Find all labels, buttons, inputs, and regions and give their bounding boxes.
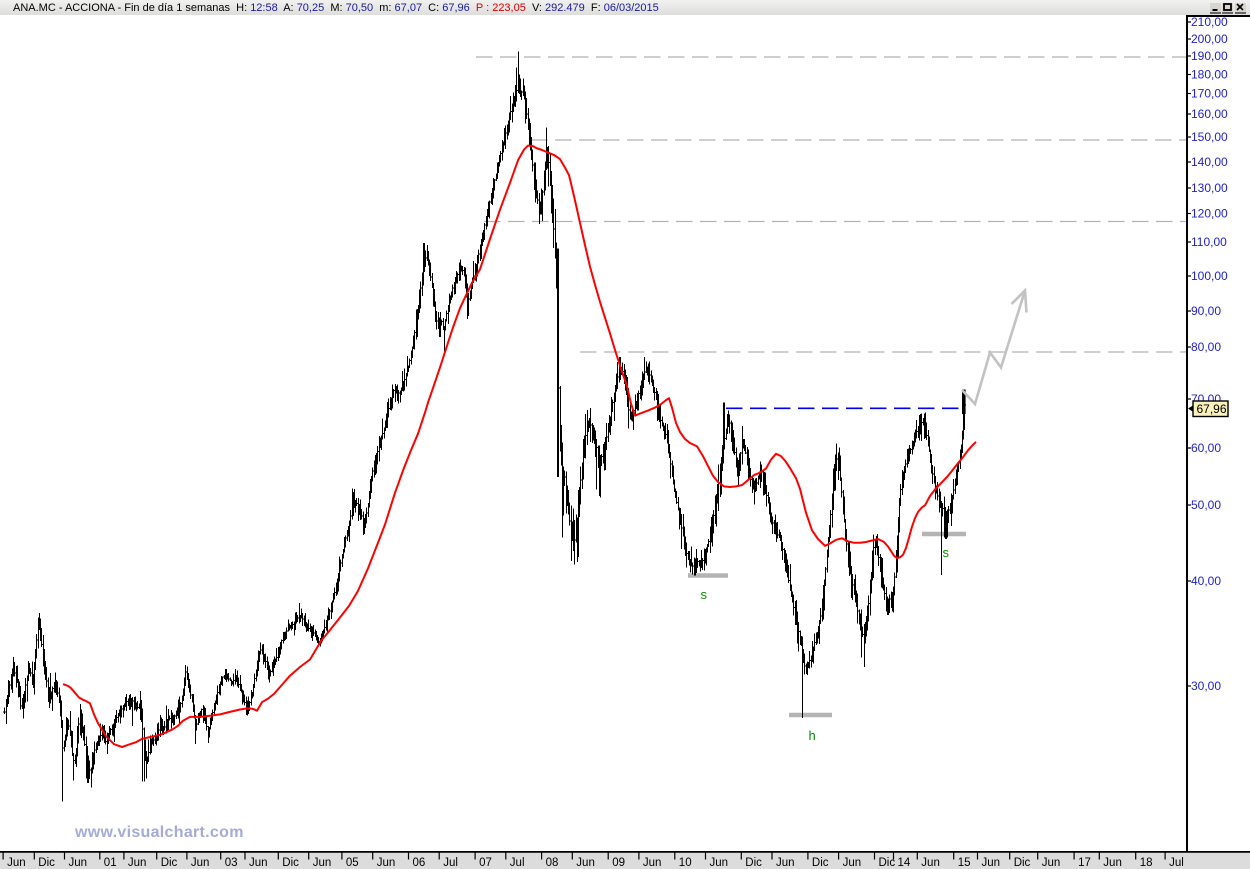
- svg-text:80,00: 80,00: [1191, 340, 1221, 354]
- svg-text:05: 05: [346, 857, 359, 869]
- svg-text:40,00: 40,00: [1191, 574, 1221, 588]
- svg-text:Dic: Dic: [38, 857, 55, 869]
- svg-text:h: h: [809, 728, 816, 743]
- svg-text:170,00: 170,00: [1191, 87, 1228, 101]
- svg-text:60,00: 60,00: [1191, 441, 1221, 455]
- svg-text:14: 14: [898, 857, 911, 869]
- svg-text:01: 01: [104, 857, 117, 869]
- svg-text:Jun: Jun: [710, 857, 729, 869]
- svg-text:Jun: Jun: [1103, 857, 1122, 869]
- svg-text:15: 15: [958, 857, 971, 869]
- svg-text:Jun: Jun: [69, 857, 88, 869]
- svg-text:210,00: 210,00: [1191, 15, 1228, 29]
- svg-text:09: 09: [612, 857, 625, 869]
- svg-text:110,00: 110,00: [1191, 235, 1227, 249]
- svg-text:17: 17: [1078, 857, 1091, 869]
- svg-text:Jul: Jul: [510, 857, 525, 869]
- svg-text:120,00: 120,00: [1191, 207, 1228, 221]
- svg-text:180,00: 180,00: [1191, 68, 1228, 82]
- svg-text:03: 03: [225, 857, 238, 869]
- svg-text:Dic: Dic: [745, 857, 762, 869]
- svg-text:140,00: 140,00: [1191, 155, 1228, 169]
- svg-text:Jun: Jun: [843, 857, 862, 869]
- svg-text:Dic: Dic: [1014, 857, 1031, 869]
- svg-text:Dic: Dic: [161, 857, 178, 869]
- svg-text:Jun: Jun: [576, 857, 595, 869]
- svg-text:Jun: Jun: [982, 857, 1001, 869]
- svg-text:67,96: 67,96: [1197, 402, 1227, 416]
- svg-text:Jul: Jul: [443, 857, 458, 869]
- svg-text:10: 10: [679, 857, 692, 869]
- svg-text:Jun: Jun: [643, 857, 662, 869]
- svg-text:90,00: 90,00: [1191, 304, 1221, 318]
- svg-text:Jun: Jun: [191, 857, 210, 869]
- svg-text:190,00: 190,00: [1191, 49, 1228, 63]
- svg-text:Jun: Jun: [249, 857, 268, 869]
- svg-text:s: s: [701, 587, 708, 602]
- svg-text:30,00: 30,00: [1191, 679, 1221, 693]
- svg-text:08: 08: [546, 857, 559, 869]
- svg-text:130,00: 130,00: [1191, 181, 1228, 195]
- svg-text:s: s: [943, 545, 950, 560]
- svg-text:Jun: Jun: [921, 857, 940, 869]
- svg-text:100,00: 100,00: [1191, 269, 1228, 283]
- svg-text:200,00: 200,00: [1191, 32, 1228, 46]
- svg-text:18: 18: [1140, 857, 1153, 869]
- svg-text:Dic: Dic: [879, 857, 896, 869]
- svg-text:07: 07: [479, 857, 492, 869]
- svg-text:160,00: 160,00: [1191, 107, 1228, 121]
- svg-text:Jun: Jun: [1042, 857, 1061, 869]
- svg-text:Jun: Jun: [377, 857, 396, 869]
- svg-text:Jun: Jun: [776, 857, 795, 869]
- svg-text:06: 06: [413, 857, 426, 869]
- svg-text:Dic: Dic: [282, 857, 299, 869]
- svg-text:50,00: 50,00: [1191, 498, 1221, 512]
- svg-text:Jul: Jul: [1169, 857, 1184, 869]
- svg-text:Jun: Jun: [128, 857, 147, 869]
- svg-text:Jun: Jun: [313, 857, 332, 869]
- svg-text:Dic: Dic: [812, 857, 829, 869]
- svg-text:150,00: 150,00: [1191, 130, 1228, 144]
- svg-text:Jun: Jun: [7, 857, 26, 869]
